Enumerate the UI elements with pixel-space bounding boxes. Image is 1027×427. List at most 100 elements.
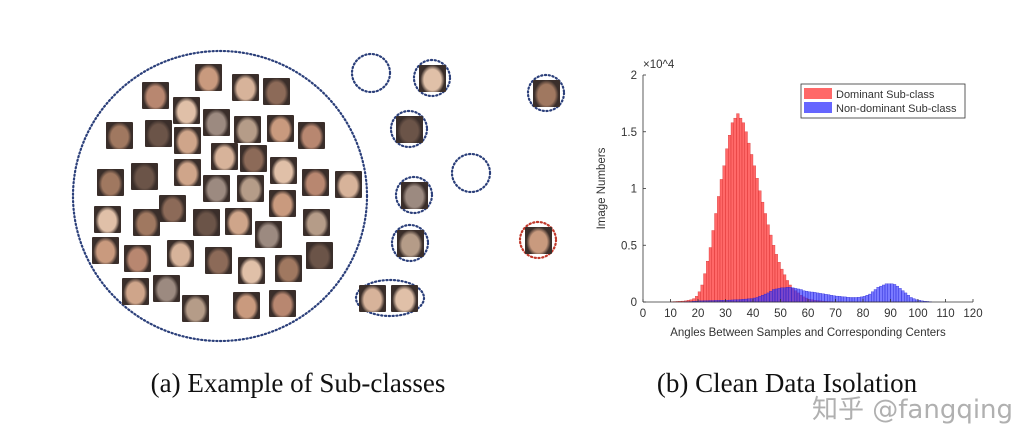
non-dominant-bar (882, 284, 886, 303)
subclass-circle (450, 152, 492, 194)
dominant-face-image (133, 209, 160, 236)
x-tick-label: 100 (908, 308, 927, 320)
dominant-face-image (92, 237, 119, 264)
dominant-face-image (94, 206, 121, 233)
x-tick-label: 110 (936, 308, 954, 320)
subclass-face-image (396, 116, 423, 143)
non-dominant-bar (876, 287, 880, 303)
dominant-bar (741, 122, 745, 303)
dominant-face-image (234, 116, 261, 143)
non-dominant-bar (824, 294, 828, 303)
dominant-bar (739, 117, 743, 303)
non-dominant-bar (854, 297, 858, 303)
non-dominant-bar (887, 283, 891, 303)
x-axis-label: Angles Between Samples and Corresponding… (670, 327, 946, 339)
dominant-face-image (195, 64, 222, 91)
x-tick-label: 90 (884, 308, 897, 320)
dominant-face-image (238, 257, 265, 284)
dominant-face-image (124, 245, 151, 272)
non-dominant-bar (843, 296, 847, 303)
dominant-bar (728, 135, 732, 303)
non-dominant-bar (860, 296, 864, 303)
x-tick-label: 50 (774, 308, 787, 320)
dominant-bar (703, 273, 707, 303)
dominant-cluster-circle (71, 49, 369, 343)
non-dominant-bar (802, 290, 806, 303)
dominant-bar (708, 247, 712, 303)
non-dominant-bar (909, 297, 913, 303)
non-dominant-bar (851, 297, 855, 303)
dominant-face-image (174, 159, 201, 186)
non-dominant-bar (761, 295, 765, 303)
non-dominant-bar (766, 292, 770, 303)
x-tick-label: 40 (747, 308, 760, 320)
non-dominant-bar (829, 295, 833, 303)
noisy-subclass-circle (518, 220, 558, 260)
non-dominant-bar (873, 289, 877, 303)
non-dominant-bar (898, 288, 902, 303)
non-dominant-bar (884, 283, 888, 303)
non-dominant-bar (747, 298, 751, 303)
non-dominant-bar (774, 288, 778, 303)
y-multiplier: ×10^4 (643, 59, 675, 71)
non-dominant-bar (796, 288, 800, 303)
non-dominant-bar (895, 285, 899, 303)
dominant-bar (736, 113, 740, 303)
dominant-face-image (232, 74, 259, 101)
non-dominant-bar (912, 298, 916, 303)
dominant-bar (722, 165, 726, 303)
non-dominant-bar (816, 292, 820, 303)
dominant-bar (711, 230, 715, 303)
non-dominant-bar (832, 295, 836, 303)
non-dominant-bar (879, 285, 883, 303)
non-dominant-bar (783, 287, 787, 303)
y-tick-label: 0.5 (621, 240, 637, 252)
non-dominant-bar (868, 293, 872, 303)
x-tick-label: 10 (664, 308, 677, 320)
dominant-face-image (275, 255, 302, 282)
legend-label: Dominant Sub-class (836, 89, 935, 101)
non-dominant-bar (805, 291, 809, 303)
non-dominant-bar (741, 299, 745, 303)
x-tick-label: 120 (963, 308, 982, 320)
non-dominant-bar (785, 287, 789, 303)
y-tick-label: 0 (631, 297, 637, 309)
x-tick-label: 30 (719, 308, 732, 320)
subclass-face-image (401, 182, 428, 209)
non-dominant-bar (838, 296, 842, 303)
dominant-face-image (303, 209, 330, 236)
legend-label: Non-dominant Sub-class (836, 103, 957, 115)
dominant-bar (714, 213, 718, 303)
dominant-face-image (145, 120, 172, 147)
caption-b: (b) Clean Data Isolation (656, 368, 918, 398)
non-dominant-bar (769, 291, 773, 303)
non-dominant-bar (780, 287, 784, 303)
non-dominant-bar (772, 289, 776, 303)
dominant-bar (766, 224, 770, 303)
non-dominant-bar (827, 294, 831, 303)
dominant-bar (761, 201, 765, 303)
dominant-face-image (97, 169, 124, 196)
dominant-bar (763, 213, 767, 303)
legend-swatch (804, 88, 832, 99)
subclass-circle (350, 52, 392, 94)
dominant-bar (750, 154, 754, 303)
x-tick-label: 60 (802, 308, 815, 320)
y-tick-label: 1 (631, 184, 637, 196)
dominant-face-image (263, 78, 290, 105)
dominant-face-image (167, 240, 194, 267)
dominant-face-image (335, 171, 362, 198)
x-tick-label: 70 (829, 308, 842, 320)
subclass-pair-ellipse (354, 278, 426, 318)
dominant-bar (697, 291, 701, 303)
dominant-face-image (153, 275, 180, 302)
dominant-face-image (255, 221, 282, 248)
non-dominant-bar (835, 295, 839, 303)
non-dominant-bar (777, 288, 781, 303)
x-tick-label: 80 (857, 308, 870, 320)
legend-swatch (804, 102, 832, 113)
subclass-circle (390, 223, 430, 263)
dominant-face-image (182, 295, 209, 322)
